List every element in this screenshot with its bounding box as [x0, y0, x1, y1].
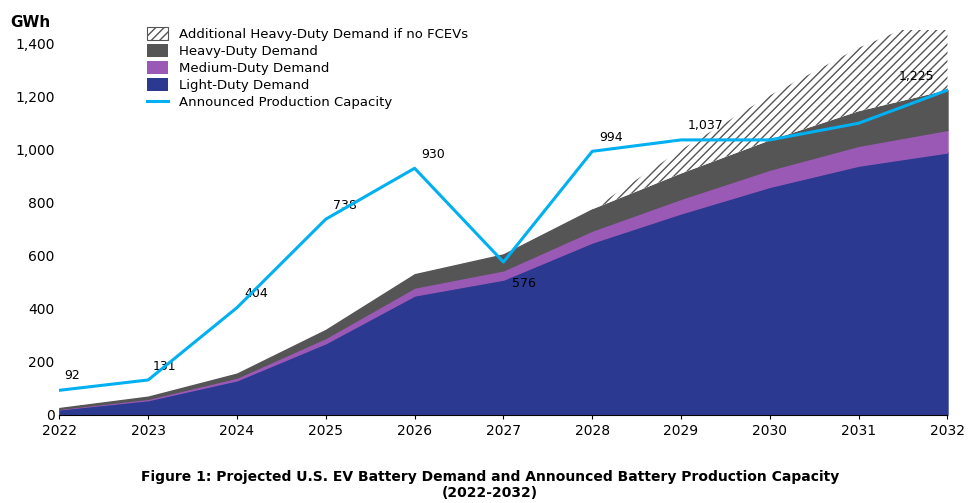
Text: 131: 131	[153, 360, 176, 373]
Text: GWh: GWh	[11, 15, 51, 30]
Text: 994: 994	[600, 131, 623, 144]
Text: 738: 738	[333, 199, 357, 212]
Legend: Additional Heavy-Duty Demand if no FCEVs, Heavy-Duty Demand, Medium-Duty Demand,: Additional Heavy-Duty Demand if no FCEVs…	[146, 26, 469, 111]
Text: 1,225: 1,225	[899, 70, 934, 83]
Text: 92: 92	[64, 369, 79, 382]
Text: Figure 1: Projected U.S. EV Battery Demand and Announced Battery Production Capa: Figure 1: Projected U.S. EV Battery Dema…	[141, 470, 839, 500]
Text: 404: 404	[244, 287, 268, 300]
Text: 930: 930	[421, 148, 446, 161]
Text: 1,037: 1,037	[688, 120, 724, 132]
Text: 576: 576	[513, 277, 536, 290]
